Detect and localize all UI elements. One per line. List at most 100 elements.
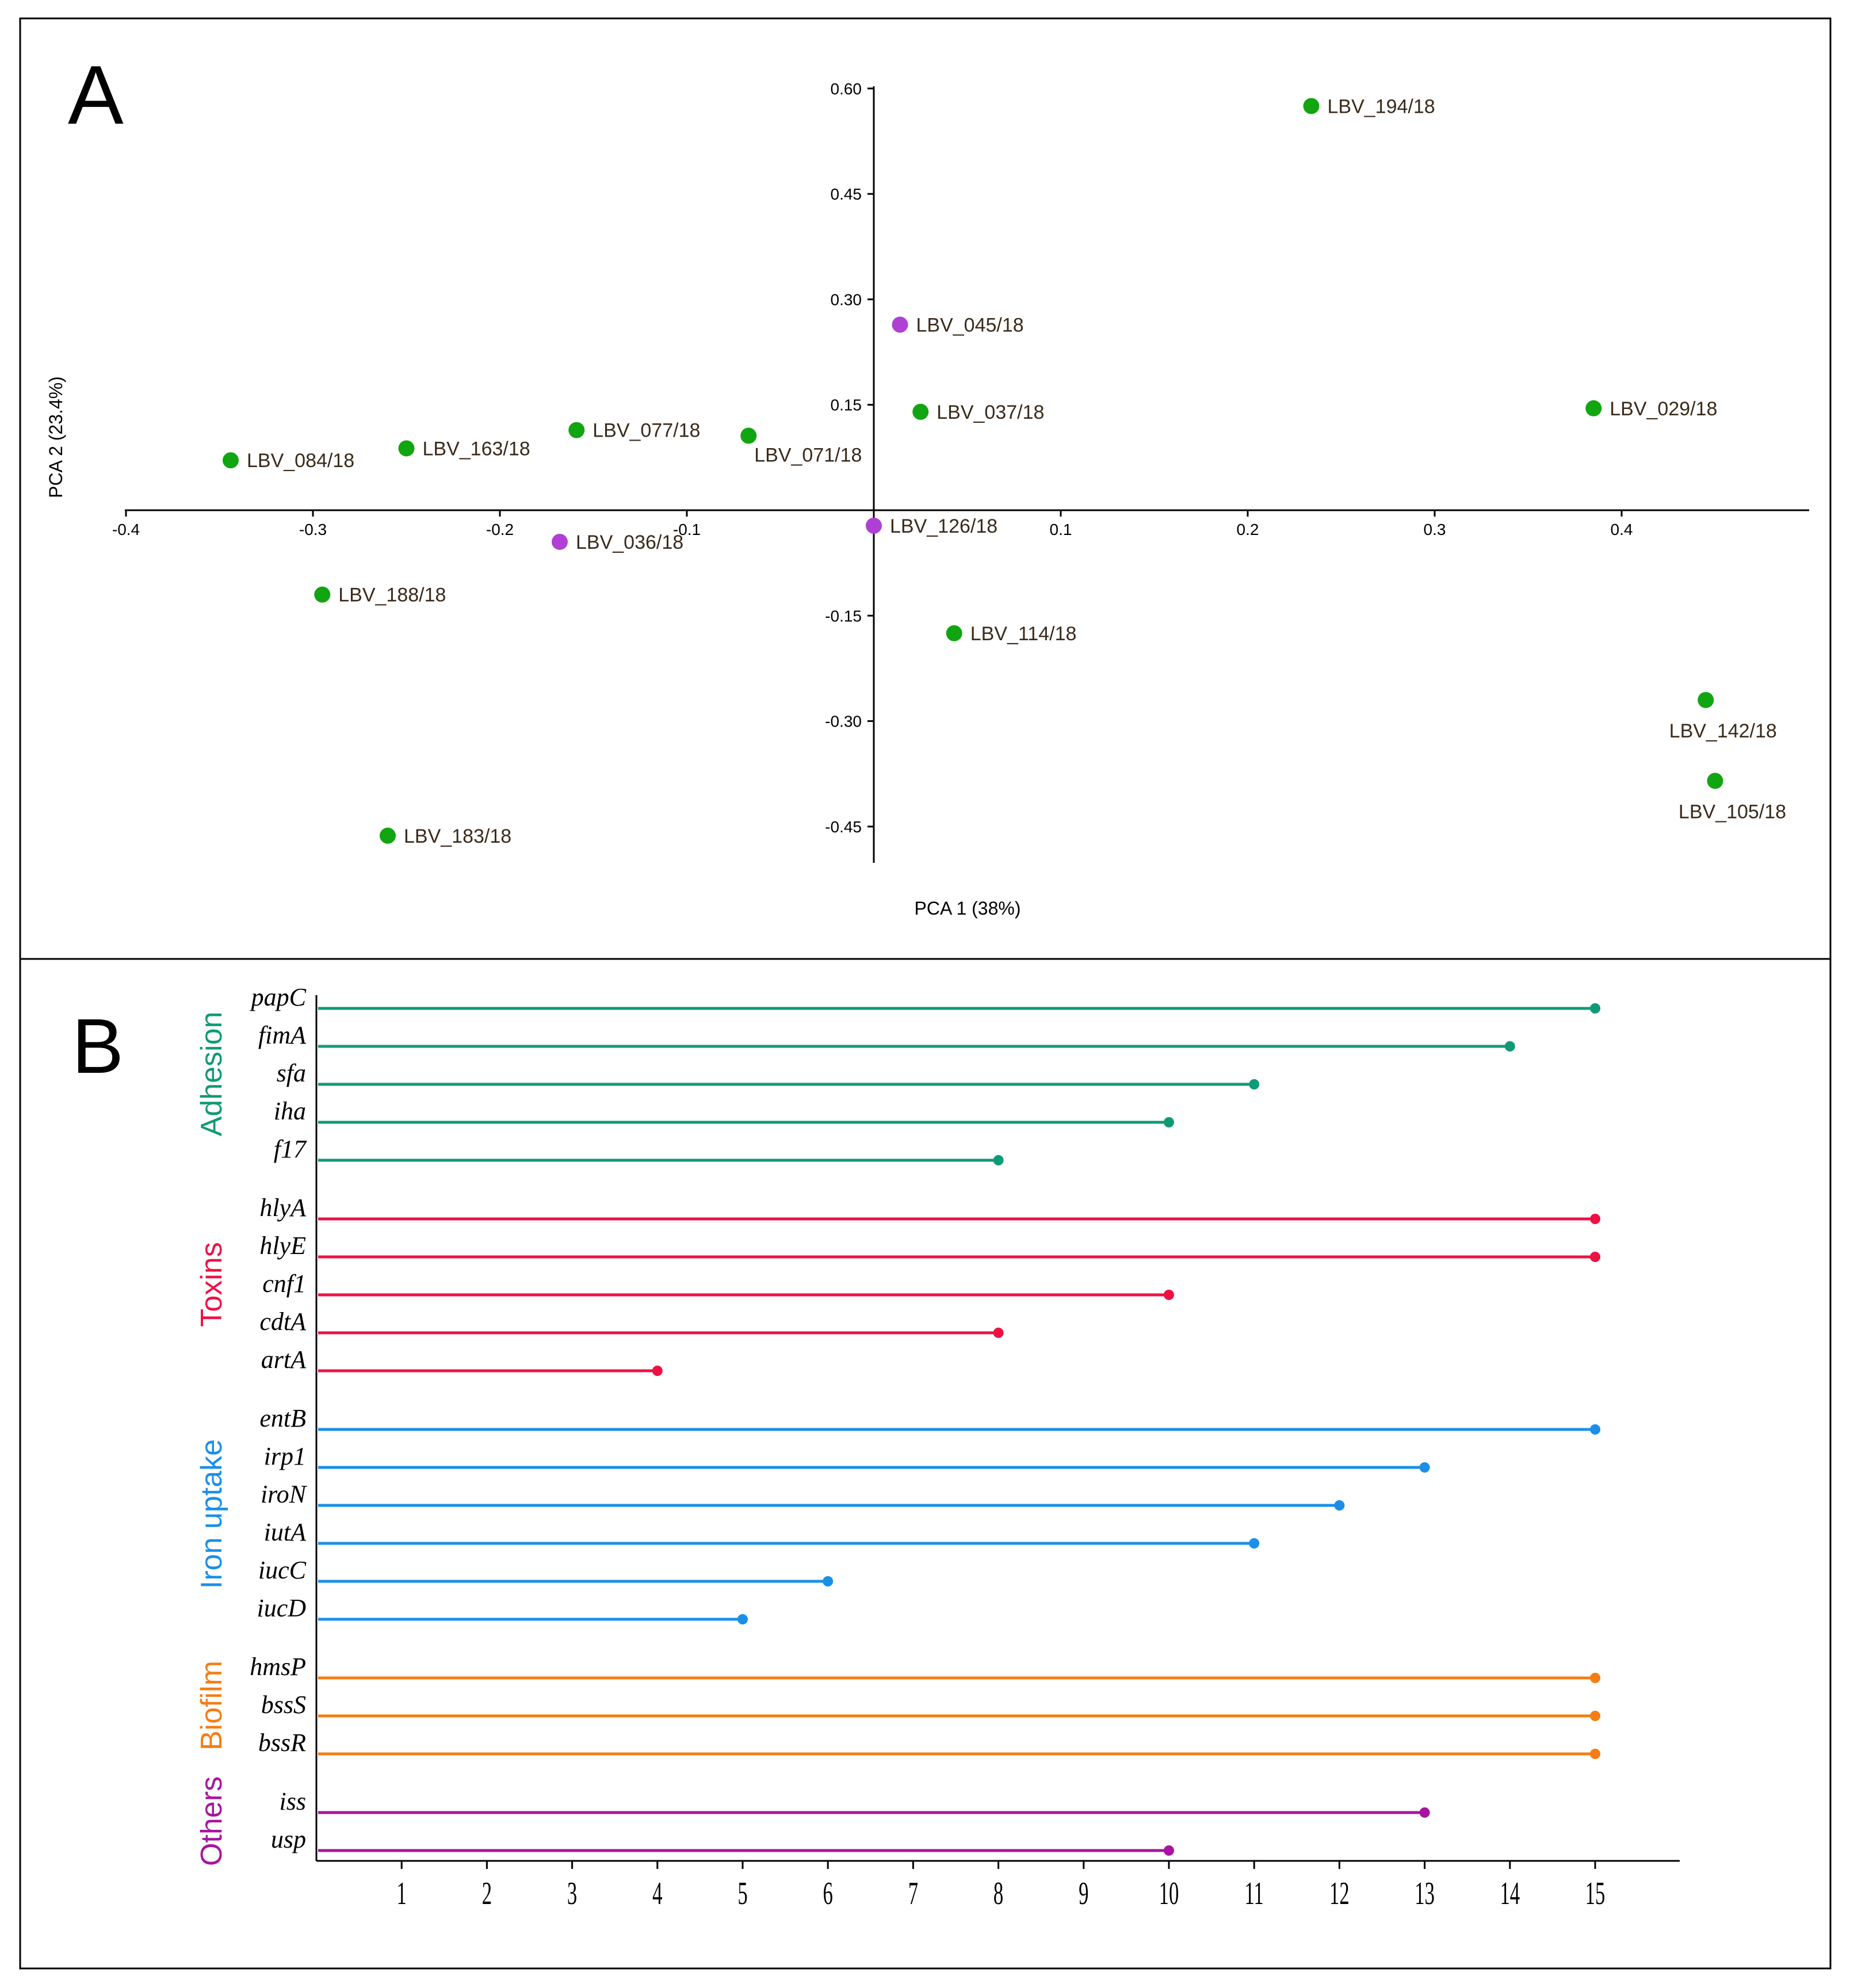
gene-x-tick-label: 13 — [1415, 1876, 1435, 1912]
gene-group-label: Adhesion — [195, 1012, 228, 1137]
gene-label: f17 — [274, 1135, 307, 1163]
gene-bar-end — [1590, 1003, 1600, 1014]
gene-group-label: Biofilm — [195, 1661, 228, 1750]
pca-point-label: LBV_029/18 — [1610, 398, 1717, 420]
gene-label: iha — [274, 1097, 306, 1125]
gene-x-tick-label: 15 — [1585, 1876, 1606, 1912]
pca-y-tick-label: -0.15 — [825, 607, 862, 625]
gene-bar-end — [1164, 1290, 1174, 1300]
gene-bar-end — [1590, 1252, 1600, 1262]
gene-bar-end — [1419, 1462, 1430, 1473]
gene-label: artA — [261, 1345, 307, 1374]
pca-y-tick-label: -0.30 — [825, 713, 862, 731]
pca-point — [380, 827, 396, 844]
pca-point — [892, 316, 908, 333]
gene-bar-end — [737, 1614, 748, 1624]
pca-x-tick-label: -0.3 — [299, 521, 327, 538]
pca-point — [552, 533, 568, 550]
pca-x-tick-label: 0.1 — [1050, 521, 1072, 538]
gene-bar-end — [1590, 1749, 1600, 1759]
pca-point-label: LBV_163/18 — [423, 438, 530, 460]
gene-bar-end — [1249, 1079, 1260, 1089]
gene-label: iss — [280, 1787, 306, 1815]
gene-label: usp — [271, 1825, 306, 1853]
gene-x-tick-label: 9 — [1079, 1876, 1088, 1912]
gene-bars: papC fimA sfa iha f17 hlyA hlyE cnf1 cdtA artA ent… — [250, 983, 1600, 1856]
pca-point-label: LBV_142/18 — [1669, 720, 1777, 742]
pca-point-label: LBV_188/18 — [338, 584, 446, 606]
gene-label: irp1 — [264, 1442, 306, 1470]
gene-x-tick-label: 10 — [1159, 1876, 1179, 1912]
gene-label: iucC — [258, 1556, 307, 1584]
pca-x-ticks: -0.4 -0.3 -0.2 -0.1 0.1 0.2 0.3 0.4 — [112, 510, 1633, 538]
pca-point — [1698, 691, 1714, 708]
pca-point — [568, 422, 585, 438]
gene-x-tick-label: 6 — [823, 1876, 833, 1912]
panel-b-label: B — [72, 1003, 124, 1089]
pca-point-label: LBV_071/18 — [754, 444, 862, 466]
pca-point — [223, 452, 239, 469]
pca-x-tick-label: -0.2 — [486, 521, 514, 538]
gene-label: iutA — [264, 1518, 307, 1546]
gene-x-tick-label: 1 — [397, 1876, 407, 1912]
pca-point — [314, 586, 331, 603]
gene-x-tick-label: 11 — [1244, 1876, 1263, 1912]
gene-bar-end — [1164, 1845, 1174, 1856]
gene-label: cdtA — [259, 1308, 307, 1336]
pca-y-ticks: 0.60 0.45 0.30 0.15 -0.15 -0.30 -0.45 — [825, 80, 874, 836]
pca-point-label: LBV_114/18 — [970, 623, 1077, 645]
pca-y-tick-label: 0.45 — [831, 185, 862, 203]
panel-a-label: A — [68, 48, 124, 142]
gene-bar-end — [1590, 1214, 1600, 1224]
gene-label: hlyA — [259, 1194, 307, 1222]
pca-x-tick-label: 0.3 — [1424, 521, 1446, 538]
gene-x-tick-label: 5 — [737, 1876, 747, 1912]
pca-point-label: LBV_084/18 — [247, 450, 354, 472]
pca-y-tick-label: 0.15 — [831, 396, 862, 414]
gene-bar-end — [1249, 1538, 1260, 1549]
pca-points: LBV_194/18 LBV_045/18 LBV_029/18 LBV_037/18… — [223, 95, 1786, 847]
gene-group-label: Iron uptake — [195, 1439, 228, 1589]
pca-x-tick-label: 0.2 — [1237, 521, 1259, 538]
gene-bar-end — [1334, 1500, 1345, 1511]
gene-x-tick-label: 3 — [567, 1876, 577, 1912]
pca-point-label: LBV_183/18 — [404, 825, 511, 847]
pca-point-label: LBV_105/18 — [1679, 801, 1786, 823]
gene-label: bssR — [258, 1729, 306, 1757]
gene-label: iroN — [261, 1480, 308, 1508]
gene-label: hlyE — [259, 1232, 306, 1260]
gene-bar-end — [1590, 1711, 1600, 1721]
pca-point-label: LBV_126/18 — [890, 515, 997, 537]
pca-point-label: LBV_037/18 — [937, 402, 1044, 423]
pca-point — [1707, 773, 1723, 789]
gene-x-tick-label: 4 — [652, 1876, 662, 1912]
gene-group-label: Others — [195, 1776, 228, 1866]
gene-bar-end — [1590, 1424, 1600, 1435]
gene-bar-end — [1504, 1041, 1515, 1052]
pca-scatter-panel: A -0.4 -0.3 -0.2 -0.1 0.1 0.2 0.3 0.4 0.600.450… — [45, 48, 1809, 919]
gene-label: bssS — [261, 1691, 306, 1719]
gene-label: papC — [250, 983, 307, 1011]
gene-x-tick-label: 8 — [993, 1876, 1003, 1912]
gene-label: fimA — [258, 1021, 307, 1049]
gene-bar-end — [993, 1155, 1004, 1165]
gene-bar-end — [652, 1366, 663, 1376]
pca-point — [398, 440, 415, 457]
pca-y-tick-label: 0.30 — [831, 290, 862, 308]
figure-frame — [19, 17, 1832, 1970]
pca-point-label: LBV_045/18 — [916, 314, 1024, 336]
pca-point-label: LBV_077/18 — [593, 420, 700, 442]
pca-point — [866, 517, 882, 534]
gene-label: hmsP — [250, 1653, 306, 1681]
pca-point — [740, 427, 757, 444]
gene-label: cnf1 — [262, 1270, 306, 1298]
gene-label: entB — [259, 1404, 306, 1432]
gene-x-tick-label: 7 — [908, 1876, 918, 1912]
pca-point — [1585, 400, 1602, 416]
pca-point-label: LBV_036/18 — [576, 532, 683, 553]
gene-label: sfa — [277, 1059, 306, 1087]
pca-point — [946, 625, 962, 641]
gene-bar-end — [993, 1328, 1004, 1338]
pca-point — [912, 403, 929, 420]
